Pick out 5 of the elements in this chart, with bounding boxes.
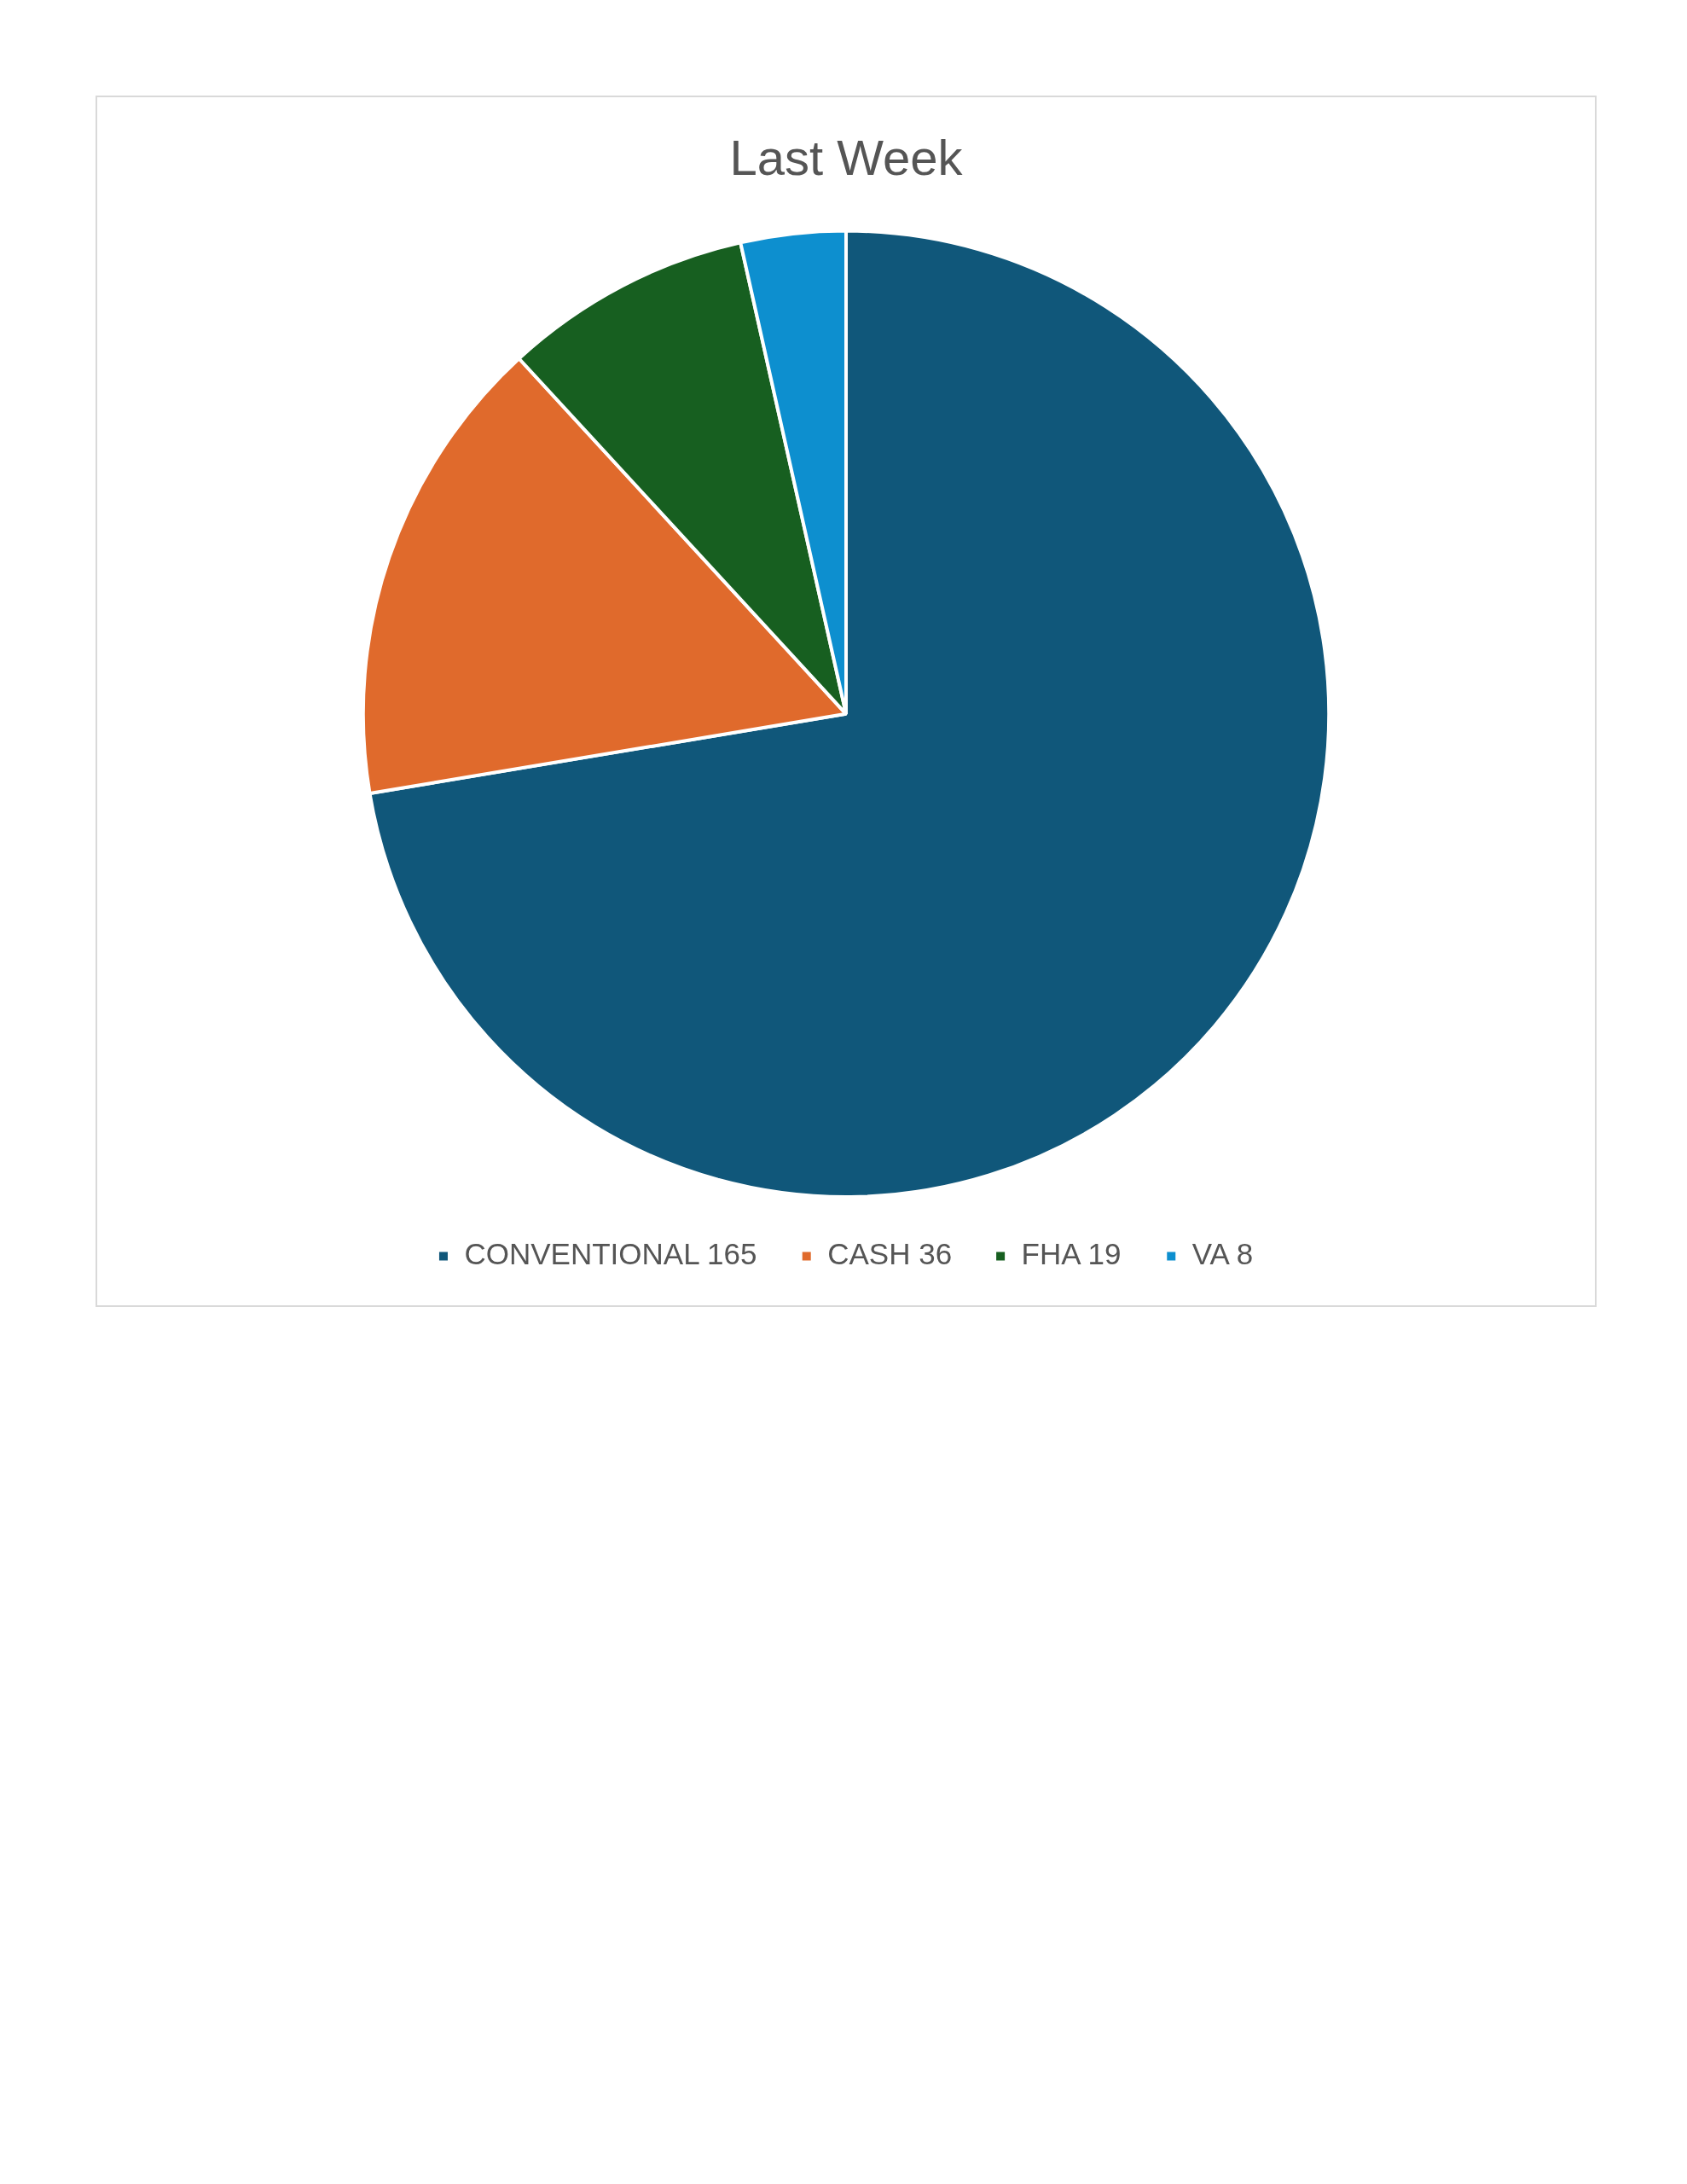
legend-label: FHA 19 bbox=[1021, 1237, 1122, 1271]
chart-title: Last Week bbox=[729, 129, 964, 185]
legend-label: VA 8 bbox=[1191, 1237, 1254, 1271]
legend-label: CASH 36 bbox=[827, 1237, 953, 1271]
legend-label: CONVENTIONAL 165 bbox=[464, 1237, 757, 1271]
